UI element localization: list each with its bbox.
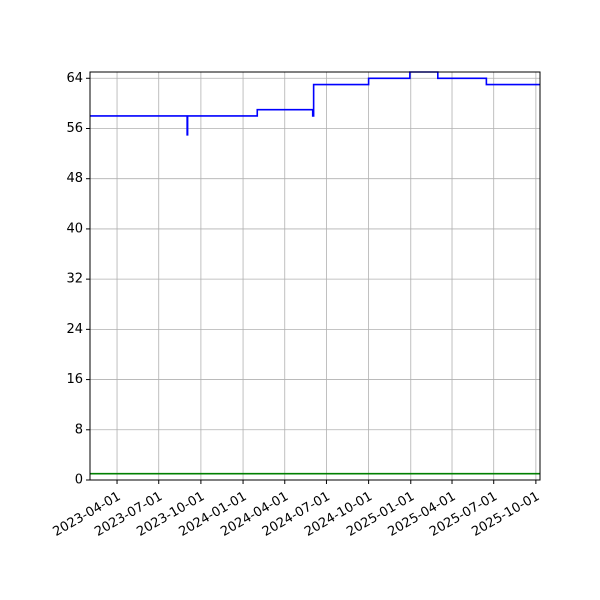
y-tick-label: 16 — [66, 372, 83, 387]
y-tick-label: 8 — [75, 422, 83, 437]
y-tick-label: 32 — [66, 272, 83, 287]
y-tick-label: 40 — [66, 221, 83, 236]
y-tick-label: 24 — [66, 322, 83, 337]
y-tick-label: 64 — [66, 71, 83, 86]
y-tick-label: 48 — [66, 171, 83, 186]
y-tick-label: 0 — [75, 473, 83, 488]
plot-area-frame — [89, 71, 541, 481]
series-layer — [90, 71, 540, 475]
series-line-1 — [90, 71, 540, 136]
x-axis: 2023-04-012023-07-012023-10-012024-01-01… — [50, 480, 542, 540]
y-axis: 0 8 16 24 32 40 48 56 64 — [66, 71, 90, 488]
y-tick-label: 56 — [66, 121, 83, 136]
grid — [90, 72, 540, 481]
